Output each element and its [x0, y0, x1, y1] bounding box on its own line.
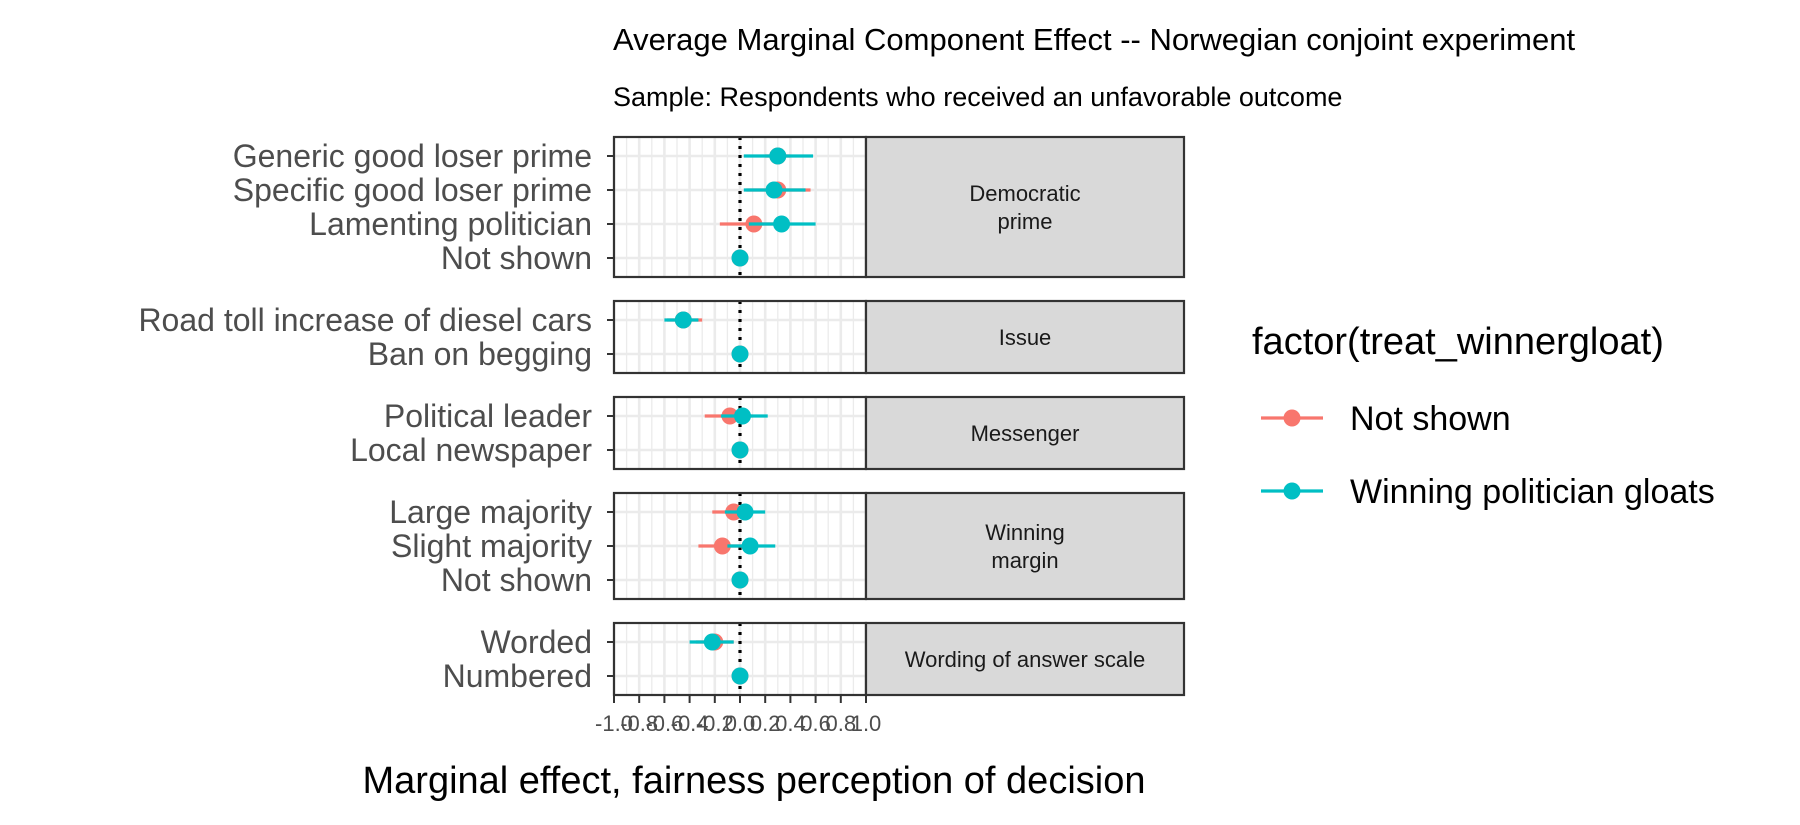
y-tick-label: Not shown — [441, 240, 592, 276]
legend-keys: Not shown Winning politician gloats — [1261, 400, 1715, 511]
x-tick-label: 1.0 — [851, 711, 882, 736]
strip-label: margin — [991, 548, 1058, 573]
data-point — [741, 537, 759, 555]
data-point — [769, 147, 787, 165]
y-tick-label: Ban on begging — [368, 336, 592, 372]
x-tick-label: 0.8 — [826, 711, 857, 736]
strip-label: prime — [997, 209, 1052, 234]
data-point — [734, 407, 752, 425]
data-point — [736, 503, 754, 521]
legend-label: Not shown — [1350, 400, 1511, 438]
x-axis: -1.0-0.8-0.6-0.4-0.20.00.20.40.60.81.0 — [595, 695, 881, 736]
data-point — [765, 181, 783, 199]
strip-background — [864, 621, 1186, 697]
strip-background — [864, 299, 1186, 375]
chart-title: Average Marginal Component Effect -- Nor… — [613, 22, 1575, 57]
legend-entry: Not shown — [1261, 400, 1511, 438]
data-point — [731, 667, 749, 685]
y-tick-label: Worded — [481, 624, 592, 660]
chart-subtitle: Sample: Respondents who received an unfa… — [613, 82, 1342, 112]
data-point — [731, 571, 749, 589]
x-tick-label: -1.0 — [595, 711, 633, 736]
data-point — [773, 215, 791, 233]
data-point — [713, 537, 731, 555]
x-tick-label: -0.6 — [645, 711, 683, 736]
y-tick-label: Numbered — [443, 658, 592, 694]
strip-label: Democratic — [969, 181, 1080, 206]
x-tick-label: -0.4 — [671, 711, 709, 736]
y-tick-label: Lamenting politician — [309, 206, 592, 242]
data-point — [674, 311, 692, 329]
x-tick-label: 0.2 — [750, 711, 781, 736]
x-tick-label: -0.2 — [696, 711, 734, 736]
legend-key-point — [1283, 482, 1301, 500]
strip-background — [864, 135, 1186, 279]
strip-label: Winning — [985, 520, 1064, 545]
y-tick-label: Specific good loser prime — [233, 172, 592, 208]
y-tick-label: Road toll increase of diesel cars — [138, 302, 592, 338]
strip-background — [864, 491, 1186, 601]
strip-label: Wording of answer scale — [905, 647, 1146, 672]
legend-label: Winning politician gloats — [1350, 473, 1715, 511]
data-point — [731, 249, 749, 267]
x-tick-label: 0.6 — [800, 711, 831, 736]
x-tick-label: 0.0 — [725, 711, 756, 736]
data-point — [731, 441, 749, 459]
legend-entry: Winning politician gloats — [1261, 473, 1715, 511]
x-axis-title: Marginal effect, fairness perception of … — [363, 760, 1146, 802]
strip-background — [864, 395, 1186, 471]
y-tick-label: Slight majority — [391, 528, 592, 564]
data-point — [703, 633, 721, 651]
data-point — [731, 345, 749, 363]
strip-label: Messenger — [971, 421, 1080, 446]
y-tick-label: Generic good loser prime — [233, 138, 592, 174]
y-tick-label: Local newspaper — [350, 432, 592, 468]
x-tick-label: -0.8 — [620, 711, 658, 736]
legend-key-point — [1283, 409, 1301, 427]
x-tick-label: 0.4 — [775, 711, 806, 736]
y-tick-label: Political leader — [384, 398, 592, 434]
y-tick-label: Not shown — [441, 562, 592, 598]
legend-title: factor(treat_winnergloat) — [1252, 321, 1664, 363]
strip-label: Issue — [999, 325, 1052, 350]
y-tick-label: Large majority — [389, 494, 592, 530]
legend: factor(treat_winnergloat) Not shown Winni… — [1252, 321, 1715, 511]
